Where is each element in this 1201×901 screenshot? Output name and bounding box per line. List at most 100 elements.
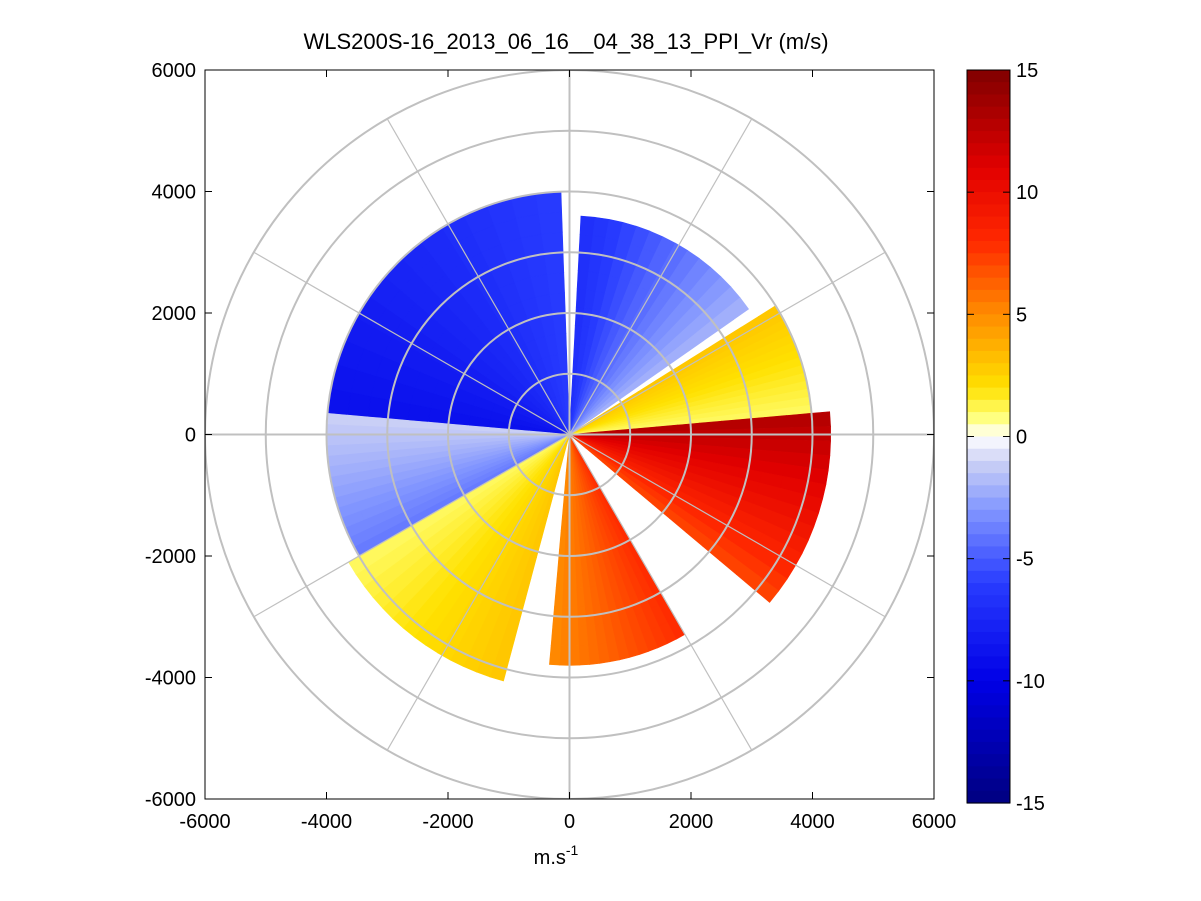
y-tick-label: -6000 [145, 789, 196, 811]
sector-cell [386, 434, 409, 443]
x-tick-label: 6000 [912, 811, 957, 833]
colorbar-swatch [967, 631, 1010, 645]
colorbar-swatch [967, 680, 1010, 694]
colorbar-swatch [967, 277, 1010, 291]
sector-cell [346, 442, 369, 455]
sector-cell [366, 425, 388, 435]
sector-cell [699, 420, 723, 431]
colorbar-swatch [967, 741, 1010, 755]
sector-cell [538, 211, 563, 235]
sector-cell [575, 587, 585, 608]
colorbar-swatch [967, 326, 1010, 340]
colorbar-swatch [967, 106, 1010, 120]
colorbar-swatch [967, 94, 1010, 108]
sector-cell [549, 644, 561, 666]
sector-cell [326, 434, 348, 446]
sector-cell [578, 644, 590, 666]
sector-cell [366, 416, 389, 427]
sector-cell [550, 625, 562, 647]
colorbar-swatch [967, 766, 1010, 780]
sector-cell [554, 587, 564, 608]
colorbar-swatch [967, 509, 1010, 523]
sector-cell [407, 420, 429, 429]
sector-cell [326, 423, 348, 435]
colorbar-swatch [967, 424, 1010, 438]
sector-cell [569, 626, 580, 647]
colorbar-swatch [967, 546, 1010, 560]
colorbar-swatch [967, 338, 1010, 352]
colorbar: 15 10 5 0 -5 -10 -15 [966, 60, 1045, 815]
colorbar-swatch [967, 693, 1010, 706]
colorbar-swatch [967, 436, 1010, 450]
sector-cell [346, 434, 368, 445]
azimuth-spoke [253, 251, 570, 436]
sector-cell [346, 424, 368, 435]
sector-cell [561, 587, 570, 608]
sector-cell [742, 417, 766, 430]
colorbar-swatch [967, 399, 1010, 413]
polar-grid [205, 70, 934, 799]
sector-cell [326, 412, 348, 426]
sector-cell [764, 415, 788, 429]
x-axis-label: m.s-1 [534, 842, 579, 869]
sector-cell [569, 645, 580, 666]
sector-cell [541, 231, 564, 255]
colorbar-swatch [967, 485, 1010, 499]
sector-cell [579, 215, 596, 236]
colorbar-swatch [967, 570, 1010, 584]
x-tick-label: -2000 [422, 811, 473, 833]
y-tick-label: 6000 [152, 60, 197, 82]
colorbar-swatch [967, 668, 1010, 682]
y-axis: 6000 4000 2000 0 -2000 -4000 -6000 [145, 60, 934, 811]
colorbar-swatch [967, 375, 1010, 389]
sector-cell [546, 272, 565, 295]
sector-cell [720, 418, 744, 431]
colorbar-swatch [967, 241, 1010, 254]
azimuth-spoke [253, 433, 570, 618]
colorbar-swatch [967, 314, 1010, 328]
colorbar-tick-label: 0 [1016, 427, 1027, 449]
y-tick-label: 2000 [152, 303, 197, 325]
y-tick-label: -2000 [145, 546, 196, 568]
sector-cell [562, 568, 570, 589]
azimuth-spoke [569, 251, 886, 436]
y-tick-label: 0 [185, 425, 196, 447]
sector-cell [386, 426, 409, 435]
sector-cell [725, 297, 750, 320]
colorbar-swatch [967, 155, 1010, 169]
sector-cell [346, 414, 369, 427]
sector-cell [569, 568, 577, 589]
sector-cell [752, 577, 780, 603]
colorbar-swatch [967, 522, 1010, 535]
colorbar-swatch [967, 656, 1010, 670]
colorbar-swatch [967, 754, 1010, 767]
colorbar-swatch [967, 619, 1010, 633]
chart-title: WLS200S-16_2013_06_16__04_38_13_PPI_Vr (… [303, 29, 828, 54]
colorbar-swatch [967, 595, 1010, 609]
colorbar-swatch [967, 387, 1010, 401]
colorbar-swatch [967, 412, 1010, 425]
x-tick-label: -4000 [301, 811, 352, 833]
sector-cell [569, 587, 578, 608]
colorbar-swatch [967, 118, 1010, 132]
sector-cell [559, 626, 570, 647]
sector-cell [535, 191, 563, 215]
colorbar-swatch [967, 70, 1010, 83]
colorbar-tick-label: -15 [1016, 793, 1045, 815]
azimuth-spoke [386, 434, 571, 751]
sector-cell [326, 443, 348, 457]
colorbar-swatch [967, 778, 1010, 792]
azimuth-spoke [386, 118, 571, 435]
sector-cell [366, 434, 388, 444]
colorbar-swatch [967, 82, 1010, 96]
x-tick-label: 2000 [669, 811, 714, 833]
colorbar-swatch [967, 497, 1010, 511]
sector-cell [578, 233, 594, 254]
colorbar-swatch [967, 583, 1010, 596]
colorbar-swatch [967, 216, 1010, 230]
azimuth-spoke [568, 434, 753, 751]
colorbar-swatch [967, 167, 1010, 181]
x-tick-label: 0 [564, 811, 575, 833]
sector-cell [786, 413, 810, 429]
colorbar-tick-label: -5 [1016, 549, 1034, 571]
